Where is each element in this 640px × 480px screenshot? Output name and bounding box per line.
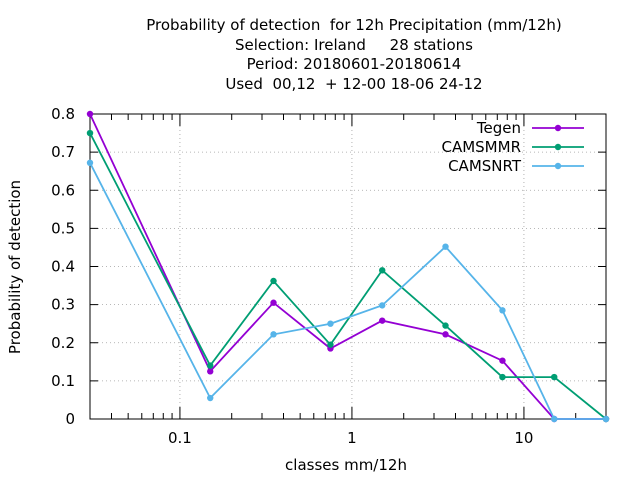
data-point-camsnrt [207,394,214,402]
y-tick-label: 0.4 [51,258,75,276]
data-point-camsnrt [86,159,94,166]
data-point-camsnrt [499,307,506,314]
data-point-tegen [270,299,277,306]
y-tick-label: 0.1 [51,372,75,390]
data-point-tegen [207,368,214,375]
data-point-tegen [86,110,94,118]
data-point-camsnrt [379,302,386,309]
y-tick-label: 0.8 [51,105,75,123]
y-axis-label: Probability of detection [6,180,24,354]
data-point-camsmmr [270,277,277,285]
x-axis-label: classes mm/12h [285,456,407,474]
grid [90,114,606,419]
data-point-camsmmr [551,373,558,381]
y-tick-label: 0.2 [51,334,75,352]
y-tick-label: 0 [65,410,75,428]
data-point-camsnrt [442,243,449,250]
legend-marker-camsmmr [554,143,562,151]
series-line-camsnrt [89,162,606,420]
chart-title-line-3: Period: 20180601-20180614 [246,55,462,73]
plot-frame [89,113,607,420]
data-point-camsmmr [499,373,506,381]
data-point-tegen [499,357,506,364]
legend-label-camsnrt: CAMSNRT [448,157,522,175]
y-tick-label: 0.3 [51,296,75,314]
data-point-tegen [379,317,386,324]
legend-marker-camsnrt [554,162,562,170]
data-point-camsnrt [327,320,334,327]
x-tick-label: 1 [347,429,357,447]
data-point-camsmmr [207,362,214,369]
series-line-tegen [89,113,606,420]
data-point-camsnrt [551,415,558,423]
data-point-camsmmr [327,341,334,348]
series-line-camsmmr [89,132,607,420]
y-tick-label: 0.7 [51,143,75,161]
y-tick-label: 0.5 [51,219,75,237]
y-tick-label: 0.6 [51,181,75,199]
x-tick-label: 10 [514,429,533,447]
data-point-camsmmr [442,322,449,329]
chart-title-line-2: Selection: Ireland 28 stations [235,36,473,54]
x-tick-label: 0.1 [168,429,192,447]
data-point-camsmmr [379,267,386,274]
legend-label-camsmmr: CAMSMMR [441,138,521,156]
data-point-camsnrt [602,415,610,423]
data-point-camsnrt [270,331,277,338]
data-point-tegen [442,331,449,338]
axis-ticks: 0 0.1 0.2 0.3 0.4 0.5 0.6 0.7 0.8 0.1 1 10 [51,105,606,447]
data-point-camsmmr [86,129,94,137]
chart-title-line-1: Probability of detection for 12h Precipi… [146,16,562,34]
chart-title-line-4: Used 00,12 + 12-00 18-06 24-12 [225,75,483,93]
legend-label-tegen: Tegen [476,119,521,137]
legend-marker-tegen [554,124,562,132]
series [86,110,610,423]
